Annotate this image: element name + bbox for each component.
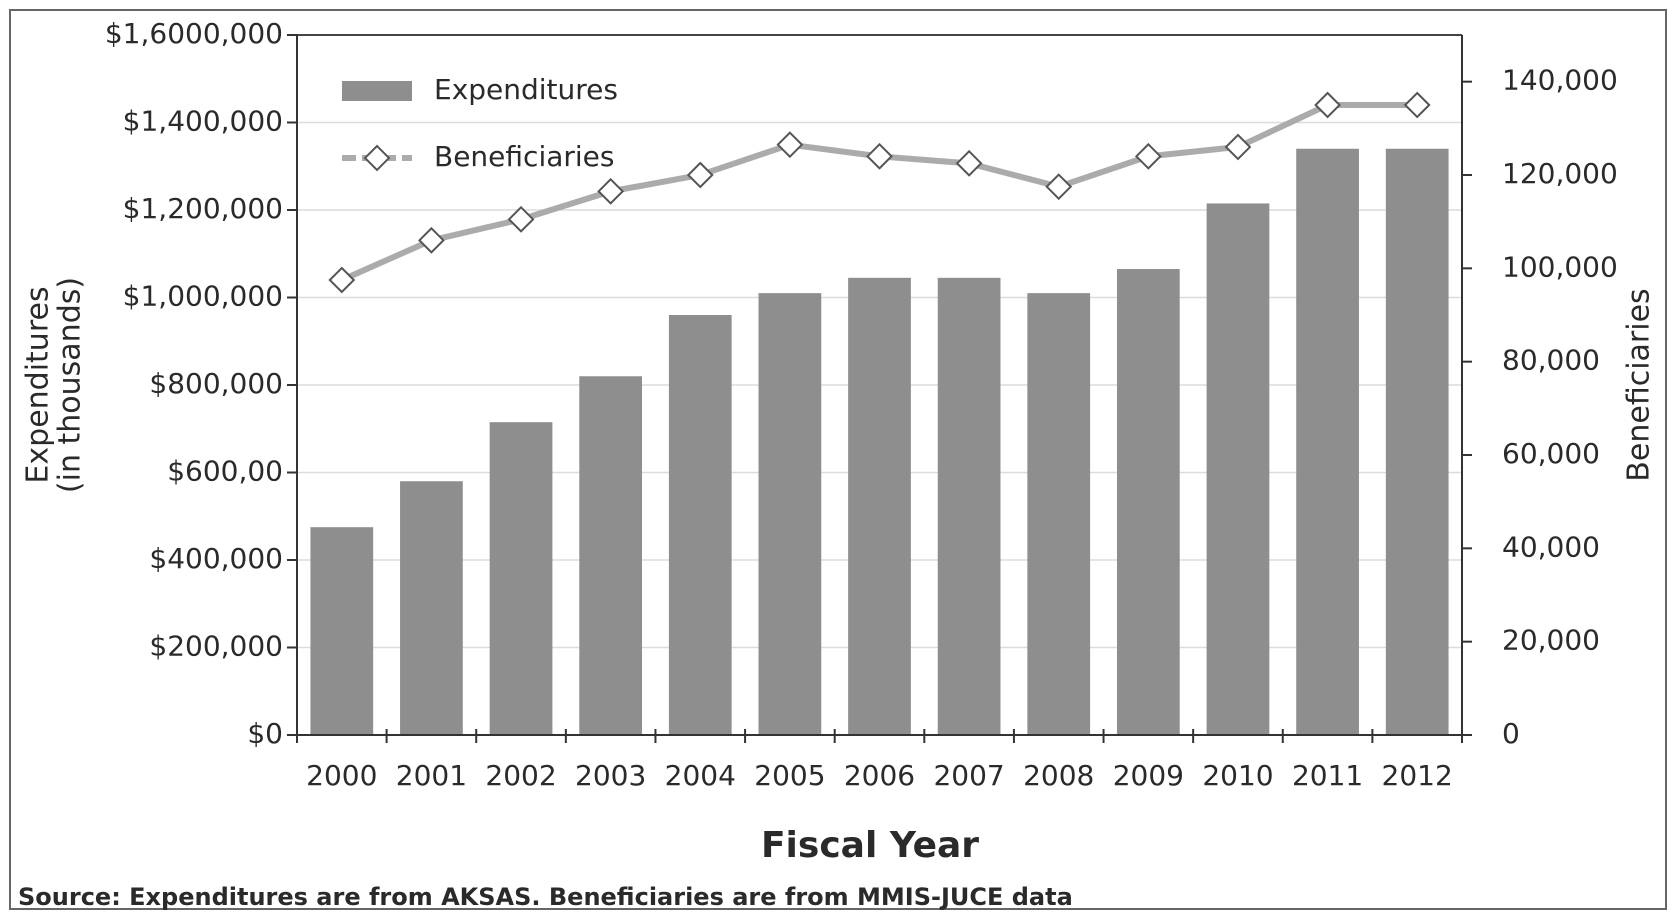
- bar: [400, 481, 463, 735]
- line-marker: [1045, 173, 1073, 201]
- y-tick-label: $1,000,000: [123, 280, 283, 313]
- legend-label: Expenditures: [434, 73, 618, 106]
- y-tick-label: $0: [247, 717, 283, 750]
- bar: [1206, 203, 1270, 735]
- line-marker: [597, 177, 625, 205]
- x-tick-label: 2006: [844, 759, 915, 792]
- x-tick-label: 2008: [1023, 759, 1094, 792]
- y2-tick-label: 140,000: [1502, 64, 1618, 97]
- bar: [1116, 269, 1180, 735]
- y2-tick-label: 100,000: [1502, 250, 1618, 283]
- y2-tick-label: 0: [1502, 717, 1520, 750]
- y2-tick-label: 80,000: [1502, 344, 1600, 377]
- y-tick-label: $1,400,000: [123, 105, 283, 138]
- line-marker: [328, 266, 356, 294]
- line-marker: [418, 226, 445, 254]
- legend-marker: [363, 144, 391, 172]
- legend-label: Beneficiaries: [434, 140, 614, 173]
- bar: [1027, 293, 1091, 735]
- line-marker: [686, 161, 714, 189]
- legend-swatch: [342, 81, 412, 101]
- bar: [1385, 148, 1449, 735]
- bar: [1296, 148, 1359, 735]
- line-marker: [866, 142, 893, 170]
- x-tick-label: 2005: [754, 759, 825, 792]
- bar: [489, 422, 553, 735]
- line-marker: [507, 205, 535, 233]
- x-tick-label: 2001: [396, 759, 467, 792]
- bar: [758, 293, 822, 735]
- y-tick-label: $1,6000,000: [105, 17, 283, 50]
- x-tick-label: 2012: [1382, 759, 1453, 792]
- bar: [937, 277, 1001, 735]
- y2-tick-label: 20,000: [1502, 624, 1600, 657]
- line-marker: [1403, 91, 1431, 119]
- y-tick-label: $200,000: [149, 630, 283, 663]
- line-marker: [955, 149, 983, 177]
- x-tick-label: 2002: [485, 759, 556, 792]
- x-tick-label: 2003: [575, 759, 646, 792]
- bar: [848, 277, 911, 735]
- y2-tick-label: 60,000: [1502, 437, 1600, 470]
- y-axis-title: Expenditures (in thousands): [21, 277, 88, 493]
- line-marker: [776, 131, 804, 159]
- x-axis-title: Fiscal Year: [761, 825, 979, 866]
- y2-tick-label: 120,000: [1502, 157, 1618, 190]
- frame: [9, 9, 1667, 910]
- bar: [579, 376, 643, 735]
- source-note: Source: Expenditures are from AKSAS. Ben…: [18, 883, 1073, 911]
- x-tick-label: 2004: [665, 759, 736, 792]
- y-tick-label: $800,000: [149, 367, 283, 400]
- x-tick-label: 2010: [1202, 759, 1273, 792]
- x-tick-label: 2009: [1113, 759, 1184, 792]
- y-tick-label: $1,200,000: [123, 192, 283, 225]
- x-tick-label: 2000: [306, 759, 377, 792]
- x-tick-label: 2011: [1292, 759, 1363, 792]
- y-axis-title-line: (in thousands): [53, 277, 88, 493]
- y-tick-label: $400,000: [149, 542, 283, 575]
- bar: [310, 527, 374, 735]
- y2-tick-label: 40,000: [1502, 530, 1600, 563]
- bar: [668, 315, 732, 735]
- x-tick-label: 2007: [933, 759, 1004, 792]
- y-tick-label: $600,00: [167, 455, 283, 488]
- line-marker: [1224, 133, 1252, 161]
- line-marker: [1134, 142, 1162, 170]
- y-axis-title-line: Expenditures: [21, 286, 56, 483]
- line-marker: [1314, 91, 1341, 119]
- y2-axis-title: Beneficiaries: [1622, 288, 1657, 481]
